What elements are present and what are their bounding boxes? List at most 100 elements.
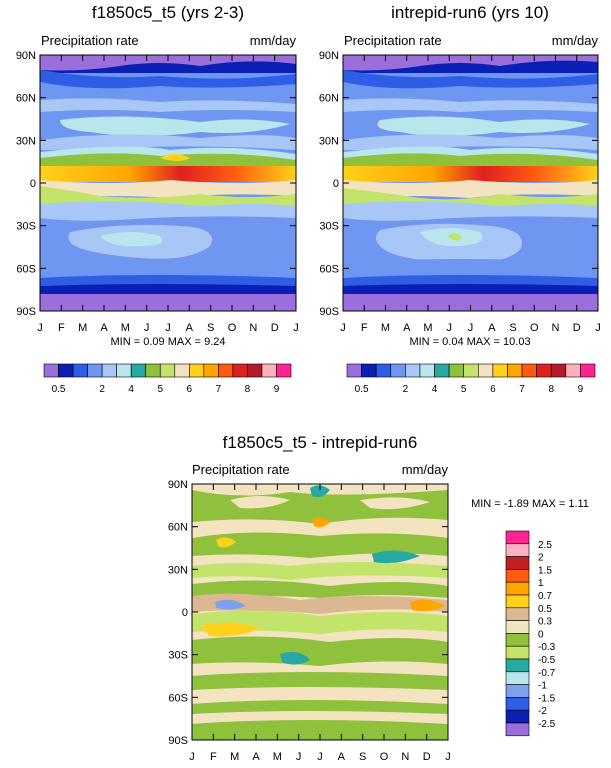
colorbar-swatch xyxy=(580,363,596,378)
colorbar-swatch xyxy=(505,658,530,673)
colorbar-label: -0.7 xyxy=(538,668,556,679)
colorbar-swatch xyxy=(434,363,450,378)
x-tick-label: J xyxy=(165,322,171,334)
x-tick-label: O xyxy=(530,322,539,334)
panel-left: f1850c5_t5 (yrs 2-3) Precipitation rate … xyxy=(16,3,299,395)
colorbar-swatch xyxy=(261,363,277,378)
colorbar-label: -1 xyxy=(538,681,547,692)
colorbar-swatch xyxy=(505,645,530,660)
colorbar-swatch xyxy=(346,363,362,378)
x-tick-label: A xyxy=(252,751,260,763)
colorbar-swatch xyxy=(463,363,479,378)
panel-right: intrepid-run6 (yrs 10) Precipitation rat… xyxy=(319,3,601,395)
colorbar-label: 9 xyxy=(578,384,584,395)
panel-difference-field xyxy=(192,484,448,740)
colorbar-swatch xyxy=(477,363,494,378)
y-tick-label: 90S xyxy=(16,306,36,318)
x-tick-label: N xyxy=(401,751,409,763)
panel-right-subtitle-left: Precipitation rate xyxy=(344,33,442,48)
colorbar-swatch xyxy=(492,363,508,378)
colorbar-swatch xyxy=(58,363,74,378)
colorbar-swatch xyxy=(505,697,530,711)
colorbar-swatch xyxy=(375,363,392,378)
colorbar-swatch xyxy=(188,363,205,378)
colorbar-swatch xyxy=(116,363,132,378)
colorbar-swatch xyxy=(505,684,530,698)
x-tick-label: S xyxy=(509,322,516,334)
colorbar-label: 1.5 xyxy=(538,565,552,576)
colorbar-label: 6 xyxy=(490,384,496,395)
panel-difference-stats: MIN = -1.89 MAX = 1.11 xyxy=(471,498,589,510)
colorbar-swatch xyxy=(419,363,435,378)
colorbar-swatch xyxy=(505,607,530,621)
colorbar-swatch xyxy=(405,363,421,378)
x-tick-label: J xyxy=(144,322,150,334)
y-tick-label: 90N xyxy=(319,50,339,62)
colorbar-label: 0.5 xyxy=(52,384,66,395)
panel-difference-subtitle-left: Precipitation rate xyxy=(192,462,290,477)
x-tick-label: O xyxy=(228,322,237,334)
colorbar-swatch xyxy=(72,363,88,378)
panel-left-ticks: J F M A M J J A S O N D J 90N 60N 30N 0 30S 60S 90S xyxy=(16,50,299,334)
x-tick-label: J xyxy=(37,322,43,334)
panel-left-colorbar: 0.5 2 4 5 6 7 8 9 xyxy=(43,363,292,395)
colorbar-swatch xyxy=(130,363,147,378)
colorbar-swatch xyxy=(232,363,248,378)
panel-right-stats: MIN = 0.04 MAX = 10.03 xyxy=(409,336,530,348)
colorbar-label: 2.5 xyxy=(538,540,552,551)
x-tick-label: J xyxy=(445,751,451,763)
x-tick-label: J xyxy=(293,322,299,334)
x-tick-label: M xyxy=(423,322,432,334)
colorbar-label: -2 xyxy=(538,706,547,717)
x-tick-label: A xyxy=(403,322,411,334)
x-tick-label: J xyxy=(189,751,195,763)
colorbar-swatch xyxy=(159,363,176,378)
x-tick-label: D xyxy=(271,322,279,334)
y-tick-label: 0 xyxy=(333,178,339,190)
y-tick-label: 60N xyxy=(16,93,36,105)
colorbar-label: -2.5 xyxy=(538,719,556,730)
colorbar-label: 9 xyxy=(274,384,280,395)
colorbar-swatch xyxy=(505,543,530,557)
colorbar-label: 0.3 xyxy=(538,617,552,628)
colorbar-swatch xyxy=(174,363,190,378)
x-tick-label: O xyxy=(380,751,389,763)
x-tick-label: M xyxy=(78,322,87,334)
colorbar-label: 4 xyxy=(432,384,438,395)
y-tick-label: 60N xyxy=(168,522,188,534)
colorbar-swatch xyxy=(505,530,530,545)
panel-difference-ticks: J F M A M J J A S O N D J 90N 60N 30N 0 30S 60S 90S xyxy=(168,479,451,763)
x-tick-label: A xyxy=(100,322,108,334)
y-tick-label: 0 xyxy=(182,607,188,619)
y-tick-label: 30S xyxy=(16,221,36,233)
x-tick-label: D xyxy=(573,322,581,334)
x-tick-label: D xyxy=(423,751,431,763)
y-tick-label: 30S xyxy=(319,221,339,233)
x-tick-label: F xyxy=(58,322,65,334)
y-tick-label: 60S xyxy=(16,263,36,275)
panel-right-title: intrepid-run6 (yrs 10) xyxy=(391,3,549,22)
panel-left-field xyxy=(40,55,296,311)
x-tick-label: A xyxy=(338,751,346,763)
panel-right-field xyxy=(343,55,598,311)
y-tick-label: 90N xyxy=(16,50,36,62)
y-tick-label: 30S xyxy=(168,650,188,662)
panel-left-subtitle-left: Precipitation rate xyxy=(41,33,139,48)
x-tick-label: N xyxy=(249,322,257,334)
x-tick-label: F xyxy=(210,751,217,763)
colorbar-label: 0 xyxy=(538,629,544,640)
colorbar-swatch xyxy=(505,581,530,596)
colorbar-label: 7 xyxy=(519,384,525,395)
panel-right-subtitle-right: mm/day xyxy=(552,33,599,48)
colorbar-swatch xyxy=(505,722,530,737)
x-tick-label: J xyxy=(595,322,601,334)
colorbar-label: -1.5 xyxy=(538,693,556,704)
colorbar-label: 2 xyxy=(99,384,105,395)
colorbar-swatch xyxy=(505,633,530,647)
colorbar-label: 0.7 xyxy=(538,591,552,602)
panel-difference-subtitle-right: mm/day xyxy=(402,462,449,477)
panel-left-title: f1850c5_t5 (yrs 2-3) xyxy=(92,3,244,22)
colorbar-label: 4 xyxy=(128,384,134,395)
panel-difference-colorbar: 2.5 21.5 1 0.7 0.5 0.30 -0.3 -0.5 -0.7 -1-1.5 -2 -2… xyxy=(505,530,556,737)
panel-left-stats: MIN = 0.09 MAX = 9.24 xyxy=(110,336,225,348)
